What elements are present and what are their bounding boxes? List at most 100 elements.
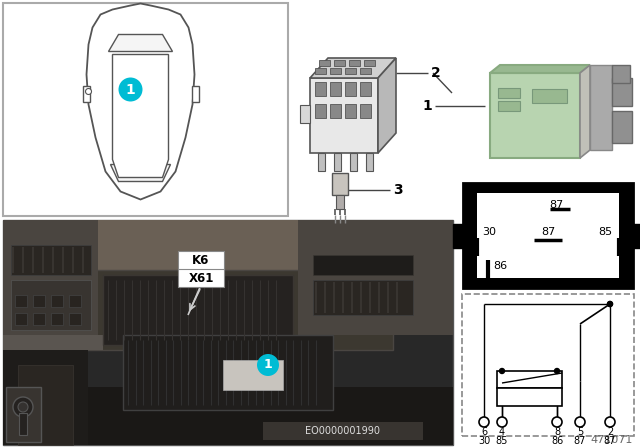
Bar bbox=[178, 251, 224, 287]
Circle shape bbox=[552, 417, 562, 427]
Bar bbox=[313, 280, 413, 315]
Text: 1: 1 bbox=[125, 82, 136, 96]
Bar bbox=[319, 60, 330, 66]
Bar bbox=[191, 86, 198, 102]
Circle shape bbox=[607, 302, 612, 306]
Bar bbox=[360, 104, 371, 118]
Polygon shape bbox=[490, 65, 590, 73]
Polygon shape bbox=[111, 164, 170, 181]
Bar bbox=[19, 413, 27, 435]
Bar bbox=[313, 255, 413, 275]
Text: 87: 87 bbox=[574, 436, 586, 446]
Bar bbox=[315, 104, 326, 118]
Bar bbox=[33, 313, 45, 325]
Polygon shape bbox=[580, 65, 590, 158]
Circle shape bbox=[118, 78, 143, 102]
Bar bbox=[3, 220, 453, 270]
Bar bbox=[3, 335, 88, 445]
Text: 87: 87 bbox=[541, 227, 555, 237]
Circle shape bbox=[607, 302, 612, 306]
Bar bbox=[497, 371, 562, 388]
Bar bbox=[51, 295, 63, 307]
Bar bbox=[330, 82, 341, 96]
Bar bbox=[612, 65, 630, 83]
Bar bbox=[612, 111, 632, 143]
Bar bbox=[453, 224, 467, 248]
Bar bbox=[330, 68, 341, 74]
Text: 1: 1 bbox=[422, 99, 432, 112]
Bar bbox=[364, 60, 375, 66]
Bar bbox=[334, 153, 341, 171]
Circle shape bbox=[499, 369, 504, 374]
Bar bbox=[318, 153, 325, 171]
Text: X61: X61 bbox=[188, 271, 214, 284]
Circle shape bbox=[575, 417, 585, 427]
Bar bbox=[498, 101, 520, 111]
Bar bbox=[300, 105, 310, 123]
Text: 30: 30 bbox=[478, 436, 490, 446]
Bar bbox=[590, 65, 612, 150]
Bar bbox=[123, 335, 333, 410]
Bar bbox=[497, 388, 562, 406]
Bar bbox=[11, 245, 91, 275]
Bar bbox=[69, 295, 81, 307]
Text: 30: 30 bbox=[482, 227, 496, 237]
Bar bbox=[310, 78, 378, 153]
Text: 2: 2 bbox=[607, 427, 613, 437]
Bar bbox=[3, 335, 103, 350]
Polygon shape bbox=[109, 34, 173, 52]
Text: 471071: 471071 bbox=[591, 435, 633, 445]
Bar bbox=[332, 173, 348, 195]
Circle shape bbox=[257, 354, 279, 376]
Bar bbox=[315, 68, 326, 74]
Bar bbox=[3, 220, 453, 295]
Bar bbox=[298, 220, 453, 335]
Circle shape bbox=[13, 397, 33, 417]
Polygon shape bbox=[3, 270, 453, 290]
Bar bbox=[3, 3, 288, 216]
Bar bbox=[69, 313, 81, 325]
Bar bbox=[223, 360, 283, 390]
Circle shape bbox=[479, 417, 489, 427]
Text: 2: 2 bbox=[431, 66, 441, 80]
Text: 1: 1 bbox=[264, 358, 273, 371]
Circle shape bbox=[554, 369, 559, 374]
Bar bbox=[3, 220, 453, 445]
Text: 85: 85 bbox=[598, 227, 612, 237]
Bar bbox=[103, 275, 293, 345]
Text: 85: 85 bbox=[496, 436, 508, 446]
Circle shape bbox=[605, 417, 615, 427]
Bar bbox=[63, 270, 393, 350]
Text: 86: 86 bbox=[551, 436, 563, 446]
Text: EO0000001990: EO0000001990 bbox=[305, 426, 381, 436]
Text: 87: 87 bbox=[549, 200, 563, 210]
Bar bbox=[366, 153, 373, 171]
Bar bbox=[15, 313, 27, 325]
Bar bbox=[18, 365, 73, 445]
Bar bbox=[15, 295, 27, 307]
Bar bbox=[33, 295, 45, 307]
Bar bbox=[498, 88, 520, 98]
Text: 87: 87 bbox=[604, 436, 616, 446]
Polygon shape bbox=[378, 58, 396, 153]
Circle shape bbox=[18, 402, 28, 412]
Text: 4: 4 bbox=[499, 427, 505, 437]
Bar bbox=[83, 86, 90, 102]
Bar bbox=[612, 78, 632, 106]
Text: K6: K6 bbox=[192, 254, 210, 267]
Bar bbox=[360, 82, 371, 96]
Text: 6: 6 bbox=[481, 427, 487, 437]
Bar bbox=[490, 73, 580, 158]
Bar bbox=[330, 104, 341, 118]
Polygon shape bbox=[113, 55, 168, 177]
Bar bbox=[11, 280, 91, 330]
Circle shape bbox=[86, 89, 92, 95]
Text: 8: 8 bbox=[554, 427, 560, 437]
Bar bbox=[463, 183, 633, 288]
Bar bbox=[345, 82, 356, 96]
Bar bbox=[345, 104, 356, 118]
Bar bbox=[350, 153, 357, 171]
Bar bbox=[360, 68, 371, 74]
Bar bbox=[3, 220, 98, 335]
Bar bbox=[462, 294, 634, 436]
